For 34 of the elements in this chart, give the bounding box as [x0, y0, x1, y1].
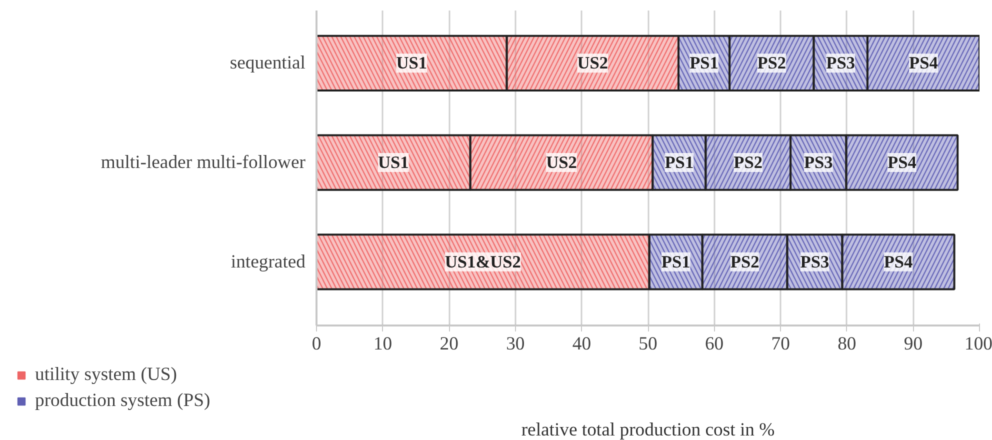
- data-label: US2: [577, 54, 608, 73]
- data-label: US1: [378, 153, 409, 172]
- data-label: PS3: [800, 252, 830, 272]
- data-label: US1&US2: [444, 252, 521, 272]
- data-label: PS1: [690, 54, 718, 73]
- x-tick-label: 70: [771, 334, 790, 354]
- data-label: PS4: [884, 252, 914, 272]
- x-tick-label: 100: [964, 334, 992, 354]
- x-tick-label: 10: [373, 334, 392, 354]
- x-tick-label: 90: [904, 334, 923, 354]
- data-label: PS4: [909, 54, 938, 73]
- x-tick-label: 60: [704, 334, 724, 354]
- data-label: PS4: [887, 153, 917, 172]
- data-label: PS2: [734, 153, 763, 172]
- data-label: US1: [396, 54, 428, 73]
- data-label: US2: [546, 153, 577, 172]
- y-tick-label: integrated: [230, 251, 306, 272]
- y-tick-label: multi-leader multi-follower: [100, 152, 306, 174]
- x-axis-title: relative total production cost in %: [521, 420, 775, 440]
- legend-label: utility system (US): [35, 364, 177, 386]
- legend-label: production system (PS): [35, 390, 210, 412]
- data-label: PS3: [826, 54, 856, 73]
- x-tick-label: 0: [312, 334, 322, 354]
- data-label: PS2: [757, 54, 786, 73]
- x-tick-label: 40: [572, 334, 592, 354]
- data-label: PS2: [730, 252, 760, 272]
- x-tick-label: 20: [440, 334, 458, 354]
- x-tick-label: 50: [638, 334, 658, 354]
- x-tick-label: 30: [506, 334, 525, 354]
- data-label: PS1: [664, 153, 694, 172]
- data-label: PS3: [804, 153, 834, 172]
- data-label: PS1: [661, 252, 690, 272]
- y-tick-label: sequential: [230, 52, 306, 74]
- x-tick-label: 80: [838, 334, 856, 354]
